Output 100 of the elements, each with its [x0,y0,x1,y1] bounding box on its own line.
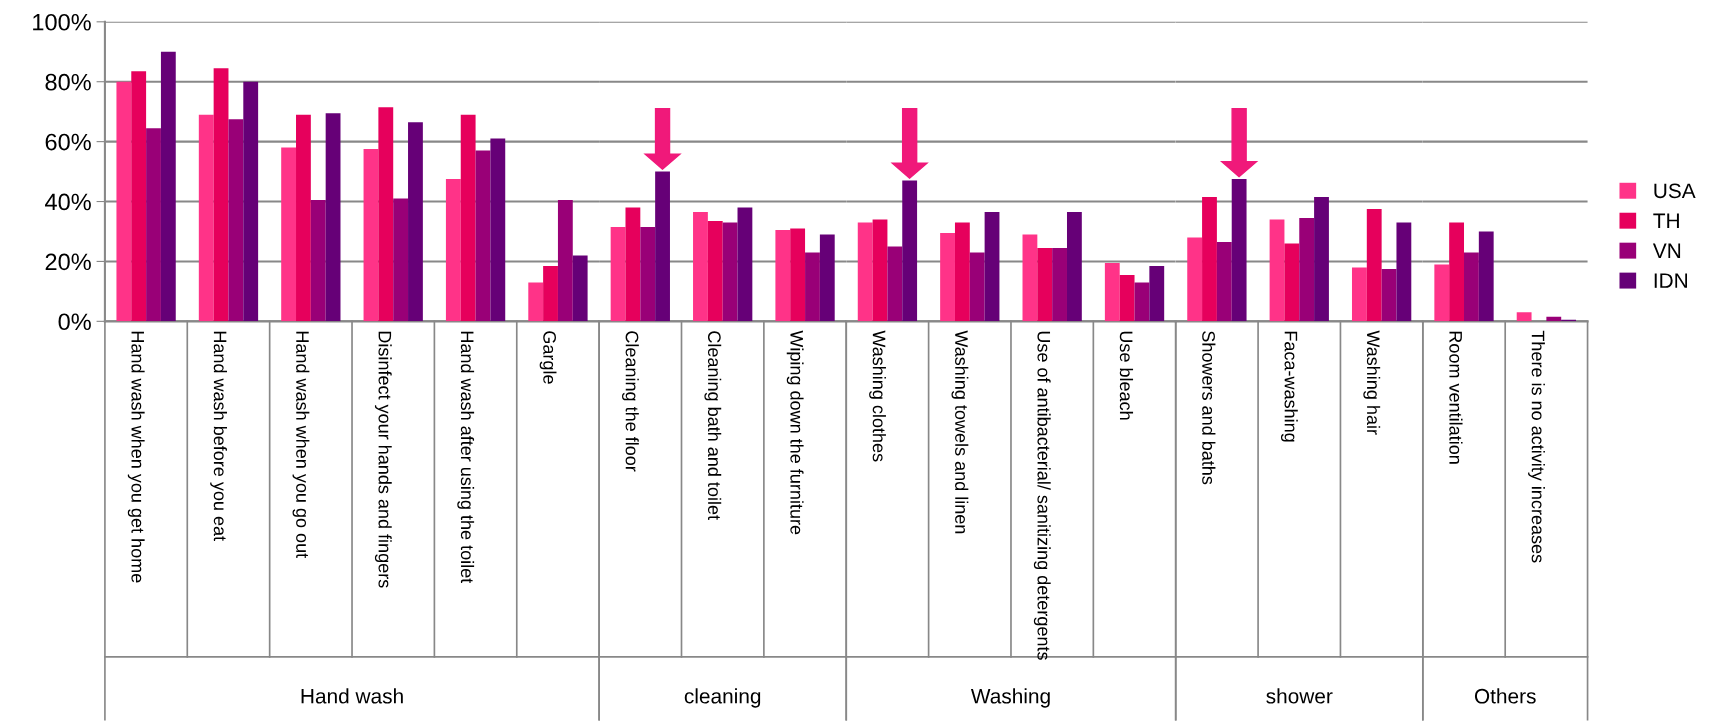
bar [1464,252,1479,322]
bar [228,119,244,322]
x-tick-label: Use bleach [1119,331,1134,420]
bar [325,113,341,322]
bar [1478,231,1494,322]
y-tick-label: 80% [45,73,91,91]
y-tick-label: 20% [45,253,91,271]
bar [1149,265,1165,322]
x-tick-label: Room ventilation [1449,331,1463,464]
bar [872,219,888,322]
x-axis-title: Others [1474,688,1536,704]
bar [557,200,573,322]
bar [475,150,491,322]
y-tick-label: 40% [45,193,91,211]
y-tick-label: 0% [58,313,91,331]
bar [543,265,558,322]
bar [984,212,1000,322]
bar [1284,243,1300,322]
x-tick-label: Faca-washing [1280,331,1298,442]
x-tick-label: Disinfect your hands and fingers [374,331,392,588]
bar [1449,222,1465,322]
bar [281,147,297,322]
bar [1269,219,1285,322]
bar [805,252,820,322]
legend-label: VN [1652,243,1681,258]
bar [1314,197,1329,322]
x-tick-label: Gargle [539,331,557,384]
bar [1396,222,1412,322]
bar [722,222,738,322]
x-tick-label: Hand wash after using the toilet [457,331,475,584]
bar [1546,316,1562,322]
bar [378,107,394,322]
bar [1187,237,1203,322]
bar [1066,212,1082,322]
x-tick-label: Cleaning the floor [622,331,639,472]
bar [940,232,955,322]
bar [707,220,723,322]
bar [819,234,835,322]
bar [131,71,147,322]
bar [1037,247,1053,322]
bar [146,128,161,322]
bar [693,212,708,322]
legend-label: IDN [1654,273,1687,288]
y-tick-label: 60% [45,133,91,151]
x-tick-label: Washing towels and linen [951,330,969,534]
bar [1134,282,1150,322]
x-tick-label: Showers and baths [1202,331,1216,485]
x-axis-title: Hand wash [301,688,403,704]
bar [296,114,311,322]
x-tick-label: Wiping down the furniture [786,330,804,535]
bar [1381,268,1397,322]
bar [445,179,461,322]
bar [969,252,985,322]
bar [1022,234,1038,322]
bar [1104,262,1120,322]
bar [116,81,132,322]
bar [393,198,409,322]
x-axis-title: shower [1266,688,1333,704]
bar [198,114,214,322]
bar [1516,312,1532,322]
bar [1434,264,1450,322]
x-axis-title: cleaning [684,688,761,708]
x-tick-label: Washing clothes [869,330,886,462]
bar [610,226,626,322]
bar [310,200,326,322]
x-tick-label: There is no activity increases [1528,330,1545,563]
bar [954,222,970,322]
bar [1119,274,1135,322]
bar [1202,197,1217,322]
bar [213,68,229,322]
bar [887,246,903,322]
bar [857,222,873,322]
bar [408,122,423,322]
bar [1299,218,1315,322]
bar [243,81,259,322]
bar [572,255,588,322]
legend-label: USA [1654,183,1696,199]
legend-label: TH [1653,213,1679,228]
bar [1366,209,1382,322]
x-axis-title: Washing [970,688,1050,708]
bar [363,149,379,322]
bar [160,51,176,322]
x-tick-label: Washing hair [1363,330,1381,435]
bar [790,228,806,322]
bar [528,282,544,322]
bar [775,229,791,322]
bar [1052,247,1067,322]
bar [625,207,641,322]
bar [1351,267,1367,322]
x-tick-label: Cleaning bath and toilet [704,331,722,520]
bar [640,226,656,322]
bar [737,207,753,322]
y-tick-label: 100% [33,13,91,31]
x-tick-label: Use of antibacterial/ sanitizing detergents [1033,331,1051,660]
x-tick-label: Hand wash before you eat [210,331,227,541]
bar [490,138,506,322]
x-tick-label: Hand wash when you get home [127,331,145,583]
x-tick-label: Hand wash when you go out [292,331,310,559]
bar [1216,241,1232,322]
bar [460,114,476,322]
